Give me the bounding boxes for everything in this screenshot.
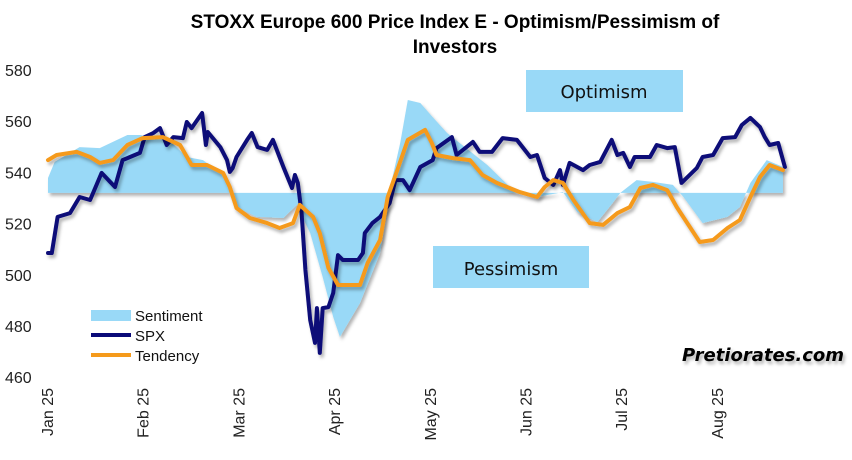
plot-area [46,100,787,355]
chart-title-line-2: Investors [412,37,498,58]
sentiment-area [48,100,783,337]
y-tick-label: 520 [5,217,32,234]
x-tick-label: Apr 25 [327,388,344,435]
x-axis: Jan 25 Feb 25 Mar 25 Apr 25 May 25 Jun 25 Jul … [40,388,727,441]
spx-line [46,111,787,355]
legend: Sentiment SPX Tendency [91,308,203,365]
y-tick-label: 540 [5,165,32,182]
pessimism-label: Pessimism [464,259,559,280]
x-tick-label: Aug 25 [710,388,727,439]
x-tick-label: Mar 25 [231,388,248,438]
y-axis: 580 560 540 520 500 480 460 [5,63,32,387]
optimism-label: Optimism [560,82,647,103]
chart-title: STOXX Europe 600 Price Index E - Optimis… [120,10,790,60]
y-tick-label: 460 [5,370,32,387]
legend-swatch-sentiment [91,310,131,321]
y-tick-label: 500 [5,268,32,285]
x-tick-label: Jun 25 [519,388,536,436]
y-tick-label: 580 [5,63,32,80]
y-tick-label: 560 [5,114,32,131]
brand-watermark: Pretiorates.com [682,345,844,366]
x-tick-label: May 25 [423,388,440,441]
x-tick-label: Feb 25 [136,388,153,438]
chart-title-line-1: STOXX Europe 600 Price Index E - Optimis… [190,12,720,33]
legend-label-sentiment: Sentiment [135,308,203,325]
tendency-line [46,127,785,287]
legend-label-spx: SPX [135,328,165,345]
x-tick-label: Jul 25 [614,388,631,431]
x-tick-label: Jan 25 [40,388,57,436]
optimism-box [526,70,683,112]
legend-label-tendency: Tendency [135,348,200,365]
pessimism-box [433,246,589,288]
y-tick-label: 480 [5,319,32,336]
